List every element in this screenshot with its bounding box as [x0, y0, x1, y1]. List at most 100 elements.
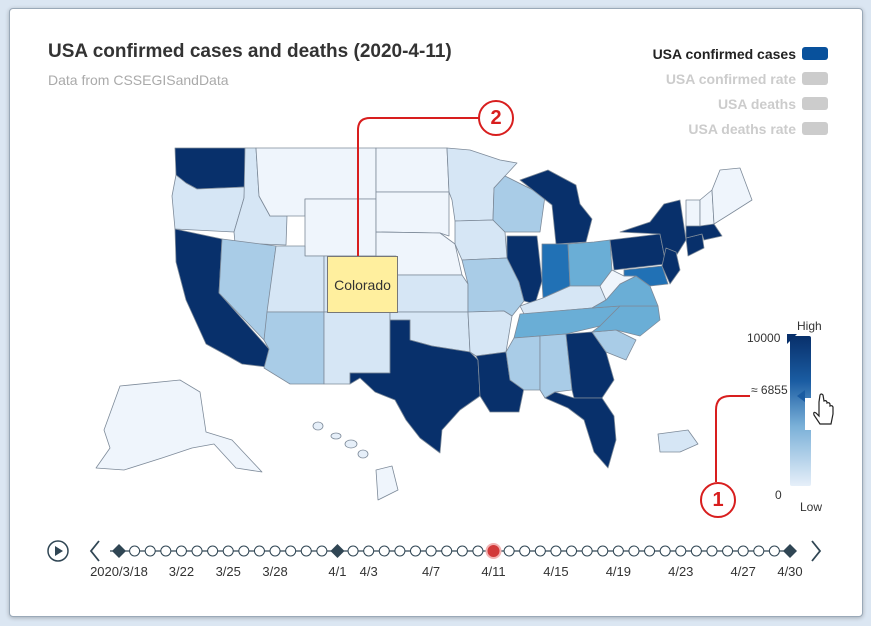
- timeline-node[interactable]: [550, 545, 562, 557]
- visual-map-indicator[interactable]: [797, 390, 805, 402]
- timeline-node[interactable]: [222, 545, 234, 557]
- legend-label: USA deaths: [717, 95, 796, 112]
- timeline-node[interactable]: [253, 545, 265, 557]
- legend-swatch: [802, 72, 828, 85]
- island: [312, 421, 324, 431]
- timeline-tick-label: 3/28: [262, 564, 288, 579]
- timeline-node[interactable]: [316, 545, 328, 557]
- state-texas[interactable]: [349, 319, 481, 454]
- legend-label: USA confirmed rate: [665, 70, 796, 87]
- state-pennsylvania[interactable]: [609, 233, 667, 271]
- timeline-node[interactable]: [191, 545, 203, 557]
- timeline-node[interactable]: [207, 545, 219, 557]
- state-new-hampshire[interactable]: [699, 189, 715, 227]
- timeline-node[interactable]: [675, 545, 687, 557]
- timeline-node[interactable]: [597, 545, 609, 557]
- visual-map-high-label: High: [797, 319, 822, 333]
- timeline-node[interactable]: [472, 545, 484, 557]
- timeline-node[interactable]: [534, 545, 546, 557]
- timeline-diamond-node[interactable]: [783, 544, 797, 558]
- timeline-tick-label: 4/1: [328, 564, 347, 579]
- timeline-node[interactable]: [628, 545, 640, 557]
- timeline-node[interactable]: [409, 545, 421, 557]
- chevron-right-icon[interactable]: [811, 540, 822, 562]
- state-hawaii[interactable]: [375, 465, 399, 501]
- timeline-node[interactable]: [519, 545, 531, 557]
- timeline-node[interactable]: [706, 545, 718, 557]
- timeline-node[interactable]: [238, 545, 250, 557]
- legend-swatch: [802, 122, 828, 135]
- legend-item-deaths-rate[interactable]: USA deaths rate: [653, 116, 828, 141]
- state-arizona[interactable]: [263, 311, 325, 385]
- timeline-node[interactable]: [425, 545, 437, 557]
- legend-item-deaths[interactable]: USA deaths: [653, 91, 828, 116]
- chevron-left-icon[interactable]: [89, 540, 100, 562]
- timeline-node[interactable]: [581, 545, 593, 557]
- callout-1: 1: [700, 482, 736, 518]
- timeline-node[interactable]: [285, 545, 297, 557]
- state-kansas[interactable]: [395, 274, 469, 313]
- timeline-node[interactable]: [300, 545, 312, 557]
- timeline-node[interactable]: [456, 545, 468, 557]
- state-florida[interactable]: [544, 391, 617, 469]
- timeline-node[interactable]: [269, 545, 281, 557]
- callout-1-line: [715, 395, 750, 482]
- timeline-nodes: [112, 543, 797, 559]
- legend-item-confirmed-rate[interactable]: USA confirmed rate: [653, 66, 828, 91]
- timeline-diamond-node[interactable]: [112, 544, 126, 558]
- timeline-node[interactable]: [753, 545, 765, 557]
- timeline-node[interactable]: [394, 545, 406, 557]
- timeline-diamond-node[interactable]: [330, 544, 345, 558]
- state-michigan[interactable]: [519, 169, 593, 245]
- legend-swatch: [802, 47, 828, 60]
- timeline-tick-label: 2020/3/18: [90, 564, 148, 579]
- chart-subtitle: Data from CSSEGISandData: [48, 72, 229, 88]
- timeline-node[interactable]: [441, 545, 453, 557]
- visual-map: High 10000 ≈ 6855 0 Low: [735, 310, 845, 520]
- hawaii-small-islands: [312, 421, 369, 459]
- timeline-node[interactable]: [175, 545, 187, 557]
- timeline-node[interactable]: [363, 545, 375, 557]
- timeline-node[interactable]: [722, 545, 734, 557]
- state-alaska[interactable]: [95, 379, 263, 473]
- timeline-node[interactable]: [768, 545, 780, 557]
- timeline-node[interactable]: [129, 545, 141, 557]
- timeline-node[interactable]: [737, 545, 749, 557]
- state-arkansas[interactable]: [467, 310, 513, 357]
- timeline-node[interactable]: [503, 545, 515, 557]
- play-icon[interactable]: [47, 540, 69, 562]
- legend-swatch: [802, 97, 828, 110]
- island: [344, 439, 358, 449]
- timeline-node[interactable]: [612, 545, 624, 557]
- timeline-tick-label: 4/27: [730, 564, 756, 579]
- state-utah[interactable]: [266, 245, 325, 313]
- legend-item-confirmed-cases[interactable]: USA confirmed cases: [653, 41, 828, 66]
- state-new-jersey[interactable]: [661, 247, 681, 285]
- callout-2-line: [357, 117, 480, 260]
- visual-map-handles[interactable]: [735, 310, 845, 520]
- timeline-tick-label: 3/25: [215, 564, 241, 579]
- timeline-node[interactable]: [378, 545, 390, 557]
- timeline-node[interactable]: [690, 545, 702, 557]
- visual-map-top-handle[interactable]: [787, 334, 797, 344]
- state-shapes: [95, 147, 753, 501]
- state-south-dakota[interactable]: [375, 191, 450, 237]
- state-puerto-rico[interactable]: [657, 429, 699, 453]
- chart-card: USA confirmed cases and deaths (2020-4-1…: [9, 8, 863, 617]
- highlighted-state-label: Colorado: [327, 256, 398, 313]
- legend-label: USA deaths rate: [688, 120, 796, 137]
- timeline-node[interactable]: [566, 545, 578, 557]
- state-maine[interactable]: [711, 167, 753, 225]
- state-wyoming[interactable]: [304, 198, 377, 257]
- state-wisconsin[interactable]: [492, 175, 546, 233]
- timeline: [47, 540, 822, 562]
- timeline-node[interactable]: [160, 545, 172, 557]
- timeline-node[interactable]: [144, 545, 156, 557]
- timeline-node[interactable]: [644, 545, 656, 557]
- timeline-current-node[interactable]: [485, 543, 502, 559]
- timeline-node[interactable]: [347, 545, 359, 557]
- state-north-dakota[interactable]: [375, 147, 450, 193]
- state-vermont[interactable]: [685, 199, 701, 227]
- timeline-node[interactable]: [659, 545, 671, 557]
- visual-map-gradient-bar[interactable]: [790, 336, 811, 486]
